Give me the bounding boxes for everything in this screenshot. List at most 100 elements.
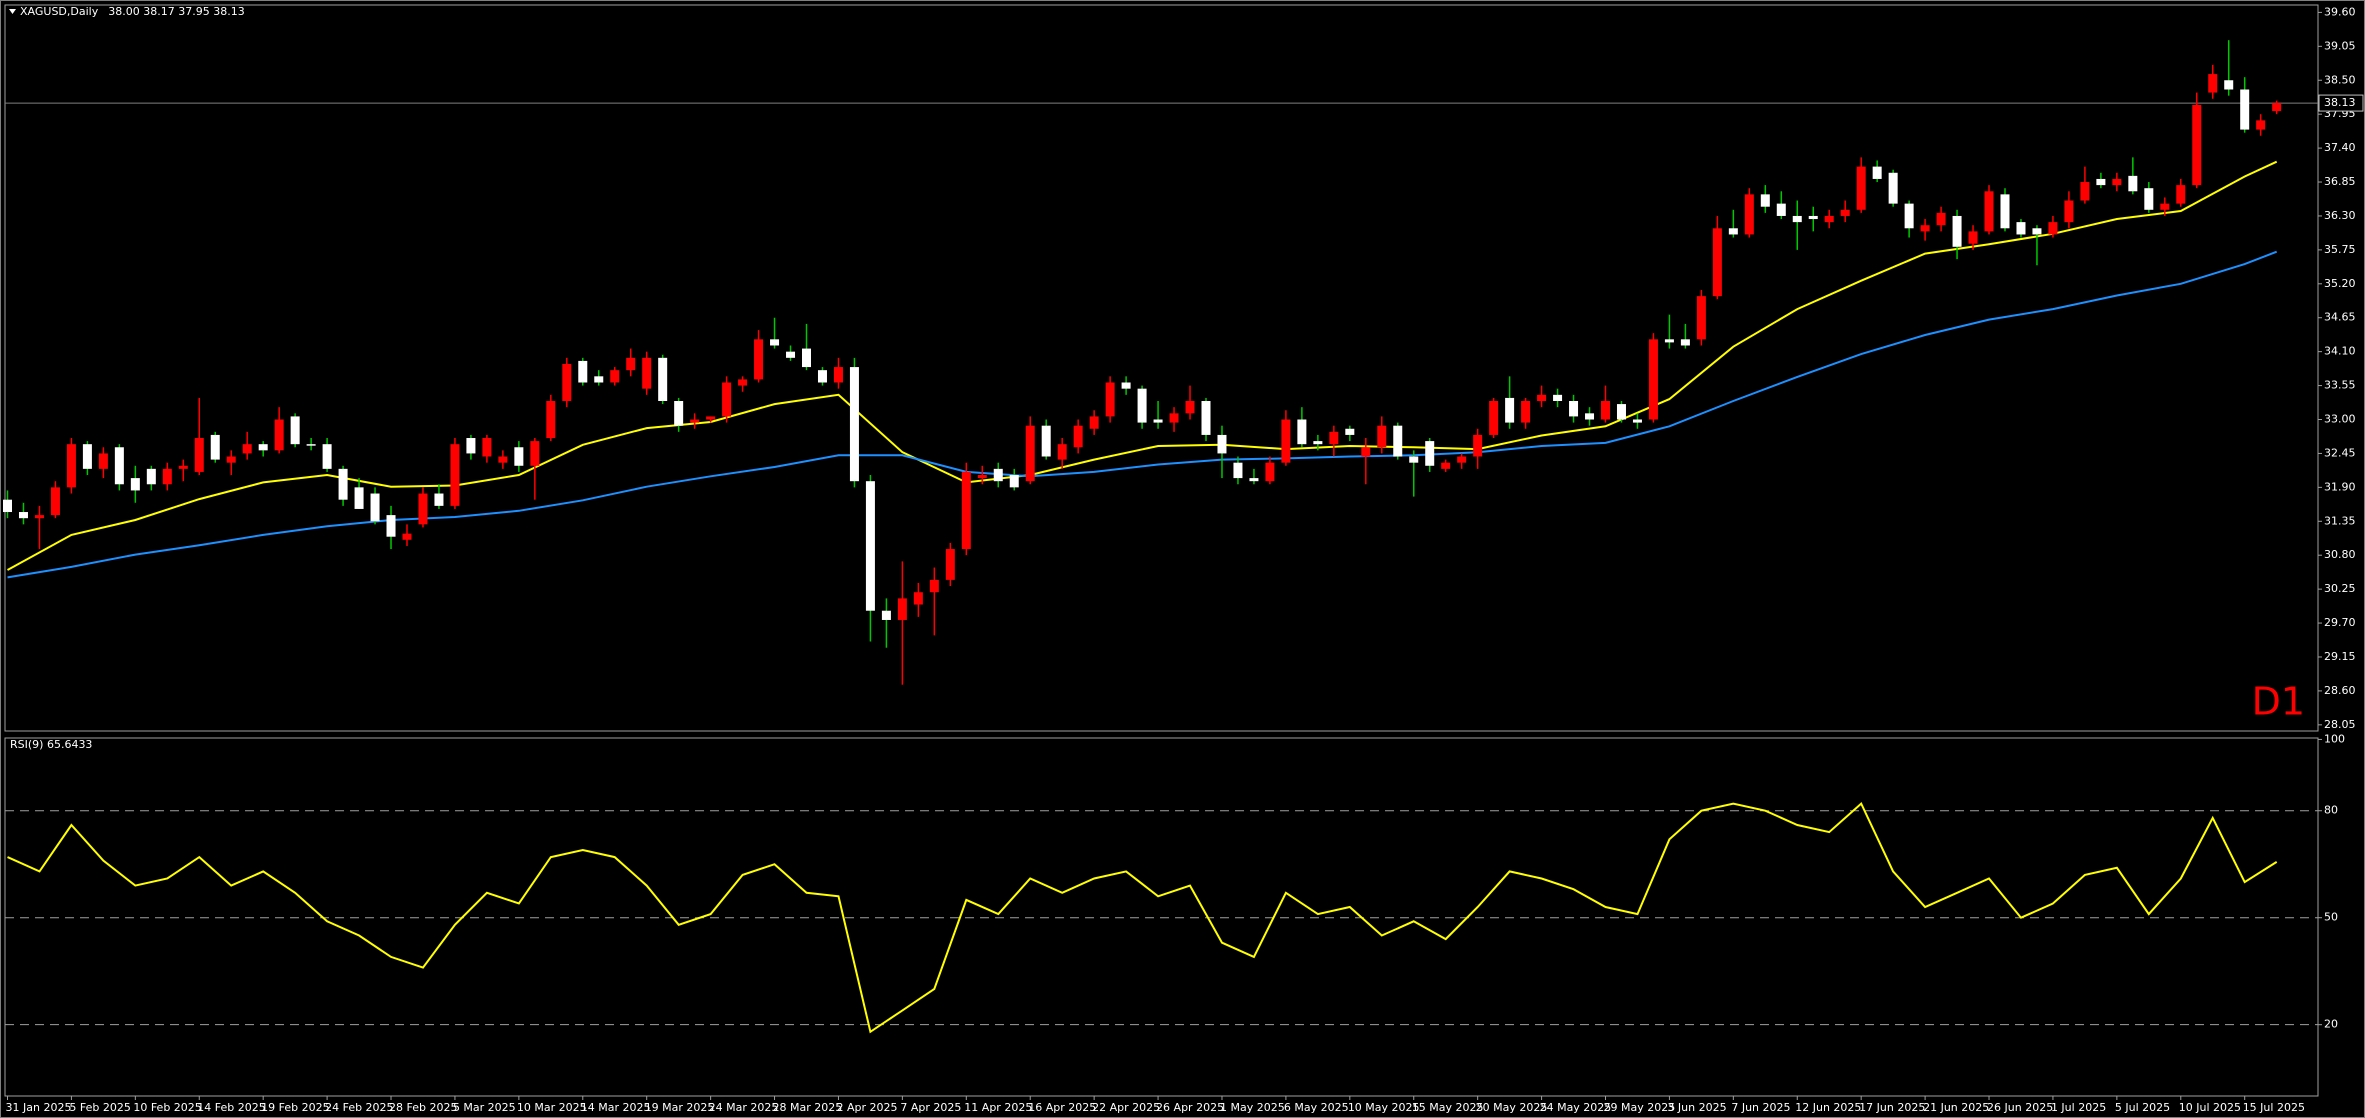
x-tick-label: 19 Mar 2025 — [645, 1101, 715, 1114]
candle-body — [722, 382, 732, 417]
candle-body — [1297, 419, 1307, 445]
candle-body — [1824, 215, 1834, 223]
candle-body — [817, 370, 827, 383]
y-tick-label: 35.20 — [2324, 277, 2356, 290]
candle-body — [1185, 401, 1195, 414]
candle-body — [306, 444, 316, 446]
candle-body — [1920, 225, 1930, 232]
y-tick-label: 36.85 — [2324, 175, 2356, 188]
y-tick-label: 34.10 — [2324, 345, 2356, 358]
candle-body — [2000, 194, 2010, 229]
x-tick-label: 10 Jul 2025 — [2179, 1101, 2241, 1114]
y-tick-label: 80 — [2324, 804, 2338, 817]
y-tick-label: 29.15 — [2324, 650, 2356, 663]
candle-body — [1345, 428, 1355, 435]
candle-body — [1121, 382, 1131, 389]
candle-body — [1569, 401, 1579, 417]
candle-body — [178, 465, 188, 469]
candle-body — [1169, 413, 1179, 423]
candle-body — [706, 416, 716, 420]
candle-body — [642, 357, 652, 389]
candle-body — [226, 456, 236, 463]
candle-body — [34, 515, 44, 519]
x-tick-label: 10 Feb 2025 — [133, 1101, 201, 1114]
x-tick-label: 5 Feb 2025 — [69, 1101, 130, 1114]
candle-body — [610, 370, 620, 383]
price-label-box — [2318, 94, 2364, 112]
candle-body — [2272, 103, 2282, 112]
candle-body — [1425, 441, 1435, 466]
x-tick-label: 10 May 2025 — [1348, 1101, 1420, 1114]
candle-body — [2080, 182, 2090, 201]
rsi-panel-frame — [4, 737, 2319, 1097]
candle-body — [945, 549, 955, 580]
x-tick-label: 14 Mar 2025 — [581, 1101, 651, 1114]
x-tick-label: 7 Jun 2025 — [1731, 1101, 1790, 1114]
candle-body — [770, 339, 780, 346]
candle-body — [977, 475, 987, 479]
candle-body — [290, 416, 300, 445]
candle-body — [1728, 228, 1738, 235]
x-tick-label: 2 Apr 2025 — [836, 1101, 897, 1114]
candle-body — [626, 357, 636, 371]
candle-body — [1712, 228, 1722, 297]
candle-body — [194, 438, 204, 472]
candle-body — [738, 379, 748, 386]
y-tick-label: 20 — [2324, 1018, 2338, 1031]
candle-body — [658, 357, 668, 401]
candle-body — [1776, 203, 1786, 216]
candle-body — [754, 339, 764, 380]
candle-body — [1904, 203, 1914, 229]
rsi-line — [7, 801, 2278, 1034]
x-tick-label: 7 Apr 2025 — [900, 1101, 961, 1114]
y-tick-label: 31.90 — [2324, 480, 2356, 493]
candle-body — [929, 579, 939, 593]
candle-body — [1616, 404, 1626, 420]
candle-body — [242, 444, 252, 454]
candle-body — [562, 363, 572, 401]
x-tick-label: 15 May 2025 — [1412, 1101, 1484, 1114]
x-tick-label: 15 Jul 2025 — [2243, 1101, 2305, 1114]
x-tick-label: 16 Apr 2025 — [1028, 1101, 1096, 1114]
candle-body — [1457, 456, 1467, 463]
candle-body — [2064, 200, 2074, 223]
candle-body — [1984, 191, 1994, 232]
candle-body — [1441, 462, 1451, 469]
menu-arrow-icon[interactable] — [9, 9, 16, 14]
candle-body — [2224, 80, 2234, 90]
candle-body — [1968, 231, 1978, 244]
y-tick-label: 32.45 — [2324, 446, 2356, 459]
candle-body — [865, 481, 875, 611]
candle-body — [1601, 401, 1610, 420]
candle-body — [210, 434, 220, 460]
candle-body — [66, 444, 76, 488]
candle-body — [1313, 441, 1323, 445]
candle-body — [1632, 419, 1642, 423]
x-tick-label: 29 May 2025 — [1604, 1101, 1676, 1114]
candle-body — [1281, 419, 1291, 463]
candle-body — [370, 493, 380, 522]
y-tick-label: 38.50 — [2324, 73, 2356, 86]
candle-body — [162, 468, 172, 485]
x-tick-label: 6 May 2025 — [1284, 1101, 1349, 1114]
candle-body — [18, 512, 28, 519]
candle-body — [786, 351, 796, 358]
candle-body — [338, 468, 348, 500]
candle-body — [1744, 194, 1754, 235]
x-tick-label: 31 Jan 2025 — [6, 1101, 72, 1114]
candle-body — [2016, 222, 2026, 235]
candle-body — [1936, 212, 1946, 226]
x-tick-label: 17 Jun 2025 — [1859, 1101, 1925, 1114]
x-tick-label: 26 Apr 2025 — [1156, 1101, 1224, 1114]
candle-body — [1952, 215, 1962, 247]
x-tick-label: 11 Apr 2025 — [964, 1101, 1032, 1114]
rsi-title: RSI(9) 65.6433 — [10, 738, 92, 751]
candle-body — [2144, 188, 2154, 210]
candle-body — [1808, 215, 1818, 220]
y-tick-label: 37.40 — [2324, 141, 2356, 154]
candle-body — [450, 444, 460, 506]
candle-body — [1009, 475, 1019, 488]
candle-body — [434, 493, 444, 506]
